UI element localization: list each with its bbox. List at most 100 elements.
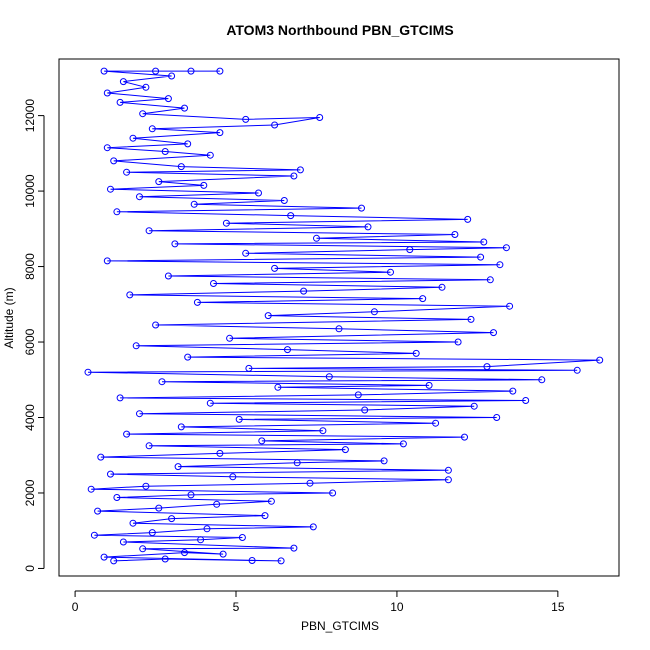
data-point (193, 298, 201, 306)
data-point (119, 538, 127, 546)
data-point (123, 168, 131, 176)
data-point (370, 308, 378, 316)
data-point (155, 178, 163, 186)
data-point (129, 134, 137, 142)
data-point (116, 394, 124, 402)
data-point (293, 459, 301, 467)
data-point (277, 557, 285, 565)
data-point (509, 387, 517, 395)
data-point (235, 415, 243, 423)
data-point (486, 276, 494, 284)
data-point (325, 373, 333, 381)
data-point (190, 200, 198, 208)
data-point (113, 494, 121, 501)
data-point (145, 227, 153, 235)
data-point (90, 531, 98, 539)
data-point (361, 406, 369, 414)
data-point (119, 78, 127, 86)
data-point (470, 402, 478, 410)
data-point (432, 419, 440, 427)
data-point (116, 98, 124, 106)
data-point (296, 166, 304, 174)
data-point (197, 536, 205, 544)
data-point (358, 204, 365, 212)
x-tick-label: 15 (551, 600, 565, 614)
data-layer (84, 67, 604, 565)
data-point (287, 212, 295, 220)
data-point (103, 144, 111, 152)
data-point (152, 67, 160, 75)
data-point (290, 544, 298, 552)
data-point (461, 433, 468, 441)
data-point (319, 427, 327, 435)
data-point (171, 240, 179, 248)
data-point (139, 110, 147, 118)
data-point (238, 534, 246, 541)
data-point (229, 473, 237, 481)
data-point (129, 519, 137, 527)
data-point (200, 181, 208, 189)
data-point (126, 291, 134, 299)
data-point (464, 215, 472, 223)
data-point (123, 430, 131, 438)
y-tick-label: 4000 (23, 404, 37, 431)
data-point (107, 470, 114, 478)
data-point (177, 423, 185, 431)
data-point (210, 280, 217, 287)
data-point (406, 246, 414, 254)
data-point (573, 366, 581, 374)
data-point (284, 346, 291, 354)
data-point (97, 453, 105, 461)
data-point (145, 442, 153, 450)
data-point (181, 104, 188, 112)
y-axis-label: Altitude (m) (2, 287, 16, 348)
data-point (136, 410, 143, 418)
data-point (309, 523, 317, 531)
y-tick-label: 10000 (23, 174, 37, 208)
data-point (226, 334, 234, 342)
data-point (313, 234, 320, 242)
data-point (480, 238, 488, 246)
data-point (168, 515, 176, 523)
data-point (206, 151, 214, 159)
y-tick-label: 6000 (23, 328, 37, 355)
data-point (103, 257, 111, 265)
data-point (148, 529, 156, 537)
data-point (100, 67, 108, 75)
data-point (187, 67, 195, 75)
data-point (467, 315, 475, 323)
data-point (380, 457, 388, 465)
data-point (94, 507, 102, 515)
data-point (316, 114, 324, 121)
data-point (454, 338, 462, 346)
y-tick-label: 8000 (23, 253, 37, 280)
plot-frame (58, 58, 620, 577)
data-point (502, 244, 510, 252)
data-point (412, 349, 420, 357)
data-point (306, 479, 314, 487)
data-point (477, 253, 485, 261)
data-point (206, 399, 214, 407)
data-point (329, 489, 337, 497)
data-point (335, 325, 343, 333)
data-point (274, 383, 282, 391)
data-point (354, 391, 362, 399)
data-point (419, 295, 427, 303)
data-point (213, 500, 221, 508)
data-point (155, 504, 163, 512)
data-point (290, 172, 298, 180)
data-point (300, 287, 308, 295)
data-point (174, 463, 182, 471)
data-point (107, 185, 114, 193)
axes: 0 5 10 15 0 2000 4000 6000 8000 10000 12000 (23, 99, 565, 614)
data-point (184, 140, 192, 148)
data-point (161, 148, 169, 155)
data-point (103, 89, 111, 97)
data-point (216, 129, 224, 137)
data-point (164, 272, 172, 280)
data-point (261, 512, 269, 520)
data-point (444, 466, 452, 474)
data-point (177, 163, 185, 171)
data-point (490, 329, 497, 337)
data-point (493, 414, 501, 421)
